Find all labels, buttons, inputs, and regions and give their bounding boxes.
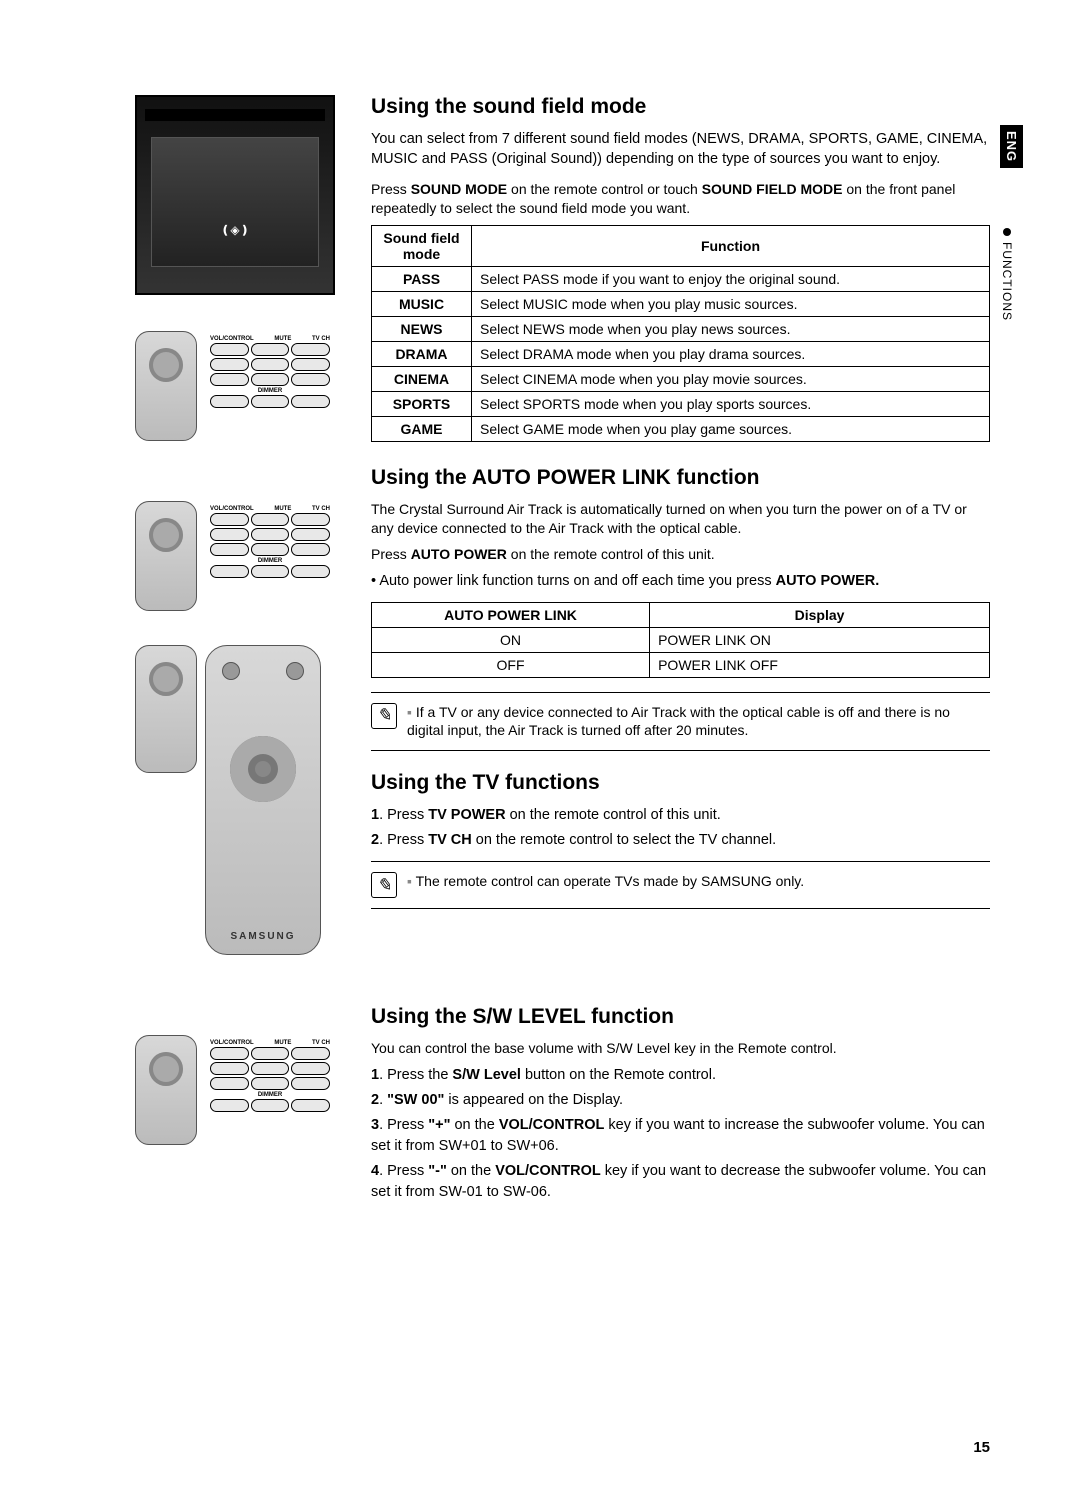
tv-functions-steps: 1. Press TV POWER on the remote control … [371,805,990,851]
remote-illustration-3: SAMSUNG [135,645,335,955]
section-tab: FUNCTIONS [1000,228,1014,321]
heading-auto-power: Using the AUTO POWER LINK function [371,466,990,490]
tv-functions-note: ✎ The remote control can operate TVs mad… [371,861,990,909]
auto-power-intro: The Crystal Surround Air Track is automa… [371,500,990,539]
front-panel-illustration: ❪◈❫ [135,95,335,295]
sw-level-steps: 1. Press the S/W Level button on the Rem… [371,1065,990,1203]
auto-power-press: Press AUTO POWER on the remote control o… [371,545,990,565]
sound-field-intro: You can select from 7 different sound fi… [371,129,990,170]
heading-sw-level: Using the S/W LEVEL function [371,1005,990,1029]
auto-power-note: ✎ If a TV or any device connected to Air… [371,692,990,752]
heading-sound-field: Using the sound field mode [371,95,990,119]
note-icon: ✎ [371,872,397,898]
remote-illustration-4: VOL/CONTROLMUTETV CH DIMMER [135,1035,335,1145]
remote-illustration-1: VOL/CONTROLMUTETV CH DIMMER [135,331,335,441]
heading-tv-functions: Using the TV functions [371,771,990,795]
auto-power-bullet: Auto power link function turns on and of… [371,571,990,592]
page-number: 15 [973,1439,990,1456]
sound-field-table: Sound field mode Function PASSSelect PAS… [371,225,990,442]
sw-level-intro: You can control the base volume with S/W… [371,1039,990,1059]
note-icon: ✎ [371,703,397,729]
sound-field-instruction: Press SOUND MODE on the remote control o… [371,180,990,219]
language-tab: ENG [1000,125,1023,168]
auto-power-table: AUTO POWER LINK Display ONPOWER LINK ON … [371,602,990,678]
remote-illustration-2: VOL/CONTROLMUTETV CH DIMMER [135,501,335,611]
illustration-column: ❪◈❫ VOL/CONTROLMUTETV CH DIMMER VOL/CONT… [135,95,335,1213]
